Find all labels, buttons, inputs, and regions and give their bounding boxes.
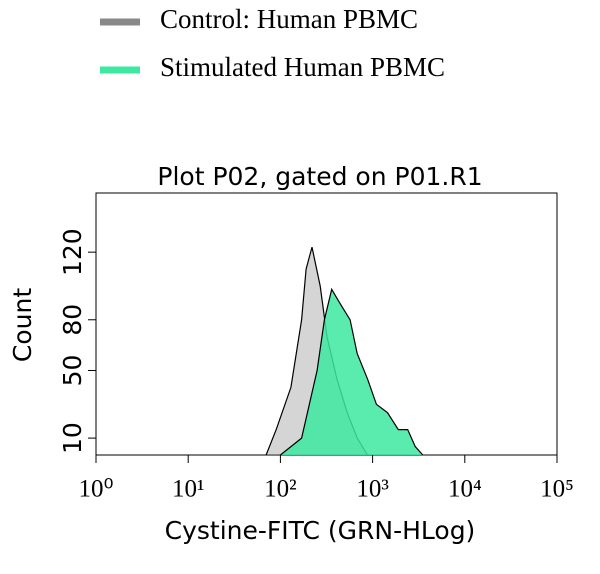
y-tick-label: 80 [58,304,87,336]
histogram-outline [280,287,424,456]
y-axis-label: Count [8,288,37,362]
histogram-area [280,289,423,455]
x-tick-label: 10² [264,476,297,503]
y-tick-label: 50 [58,355,87,387]
chart-title: Plot P02, gated on P01.R1 [157,162,482,191]
x-tick-label: 10⁵ [540,476,574,503]
x-tick-label: 10⁰ [78,476,113,503]
y-tick-label: 10 [58,422,87,454]
x-axis-label: Cystine-FITC (GRN-HLog) [165,516,476,545]
x-tick-label: 10⁴ [448,476,482,503]
legend-label: Stimulated Human PBMC [160,52,445,82]
y-tick-label: 120 [58,228,87,276]
x-tick-label: 10³ [356,476,389,503]
x-tick-label: 10¹ [172,476,205,503]
legend-label: Control: Human PBMC [160,4,418,34]
